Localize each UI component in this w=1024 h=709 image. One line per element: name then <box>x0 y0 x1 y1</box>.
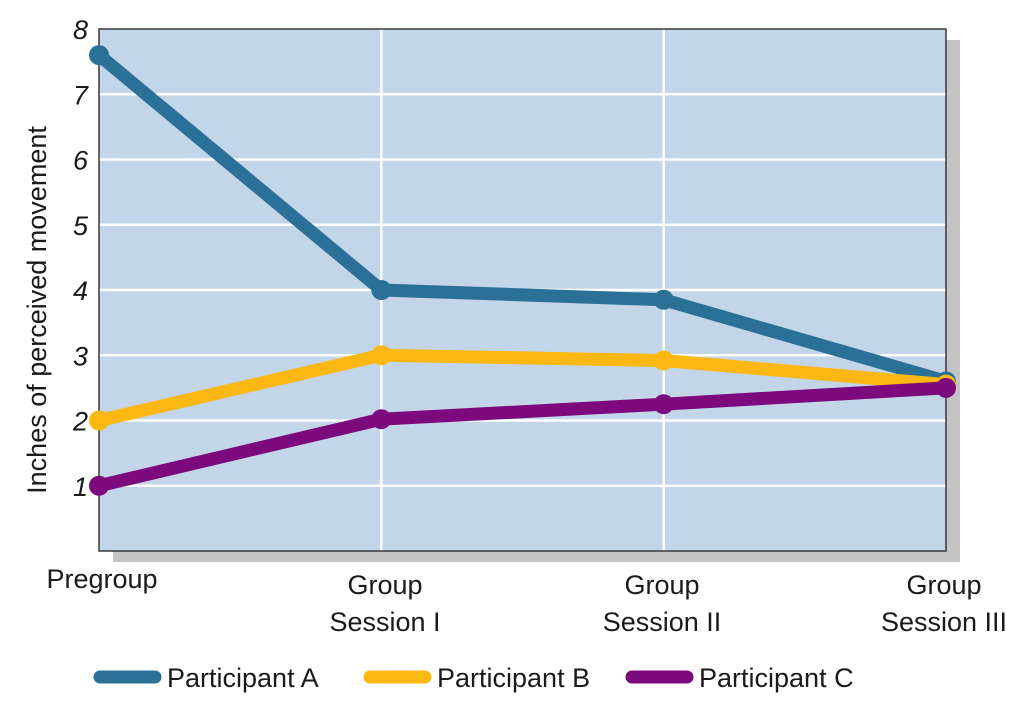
x-category-label: Group <box>624 570 699 600</box>
series-group <box>89 45 956 496</box>
legend-label: Participant C <box>699 663 854 693</box>
plot-frame <box>98 28 947 552</box>
x-category-label: Group <box>906 570 981 600</box>
y-tick-label: 3 <box>73 341 88 371</box>
data-point <box>89 45 109 66</box>
y-tick-label: 1 <box>73 472 88 502</box>
y-tick-label: 2 <box>72 407 88 437</box>
y-tick-label: 7 <box>73 80 89 110</box>
data-point <box>89 475 109 496</box>
data-point <box>653 350 674 371</box>
data-point <box>89 410 109 431</box>
x-category-label: Session I <box>329 607 440 637</box>
x-category-label: Group <box>347 570 422 600</box>
data-point <box>653 289 674 310</box>
y-tick-label: 4 <box>73 276 88 306</box>
legend: Participant A Participant B Participant C <box>93 663 854 693</box>
x-category-label: Pregroup <box>46 564 157 594</box>
data-point <box>371 345 392 366</box>
series-line-participant-b <box>92 348 953 427</box>
y-axis-title: Inches of perceived movement <box>22 126 52 494</box>
y-tick-label: 8 <box>73 15 88 45</box>
y-tick-label: 5 <box>73 211 89 241</box>
series-line-participant-a <box>92 48 953 388</box>
data-point <box>371 409 392 430</box>
legend-label: Participant B <box>437 663 590 693</box>
data-point <box>653 394 674 415</box>
x-category-label: Session III <box>881 607 1007 637</box>
series-line-participant-c <box>92 381 953 493</box>
axis-labels: 1 2 3 4 5 6 7 8 Inches of perceived movement Preg… <box>22 15 1007 637</box>
y-tick-label: 6 <box>73 146 89 176</box>
x-category-label: Session II <box>603 607 722 637</box>
data-point <box>371 280 392 300</box>
legend-label: Participant A <box>167 663 319 693</box>
data-point <box>936 377 956 398</box>
